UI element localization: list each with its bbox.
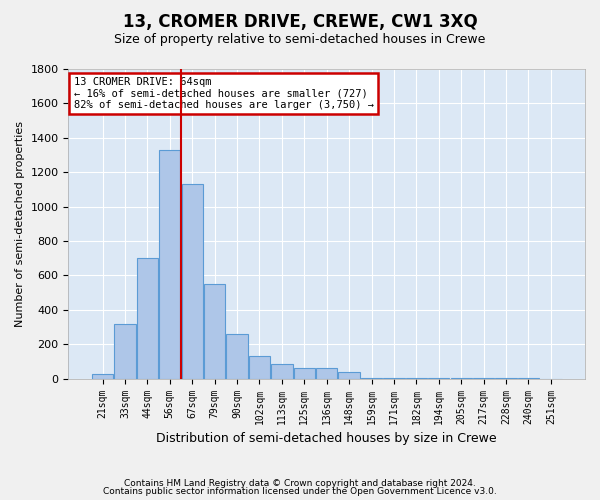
Bar (293, 368, 315, 378)
Bar (159, 150, 181, 378)
Bar (316, 368, 337, 378)
Bar (92, 374, 113, 378)
Text: 13 CROMER DRIVE: 64sqm
← 16% of semi-detached houses are smaller (727)
82% of se: 13 CROMER DRIVE: 64sqm ← 16% of semi-det… (74, 76, 374, 110)
Text: Contains public sector information licensed under the Open Government Licence v3: Contains public sector information licen… (103, 487, 497, 496)
Bar (204, 284, 225, 378)
Bar (115, 324, 136, 378)
Text: Size of property relative to semi-detached houses in Crewe: Size of property relative to semi-detach… (115, 32, 485, 46)
Bar (338, 372, 360, 378)
Bar (271, 364, 293, 378)
Bar (249, 356, 270, 378)
X-axis label: Distribution of semi-detached houses by size in Crewe: Distribution of semi-detached houses by … (157, 432, 497, 445)
Bar (226, 334, 248, 378)
Bar (182, 184, 203, 378)
Y-axis label: Number of semi-detached properties: Number of semi-detached properties (15, 121, 25, 327)
Text: Contains HM Land Registry data © Crown copyright and database right 2024.: Contains HM Land Registry data © Crown c… (124, 478, 476, 488)
Text: 13, CROMER DRIVE, CREWE, CW1 3XQ: 13, CROMER DRIVE, CREWE, CW1 3XQ (122, 12, 478, 30)
Bar (137, 258, 158, 378)
